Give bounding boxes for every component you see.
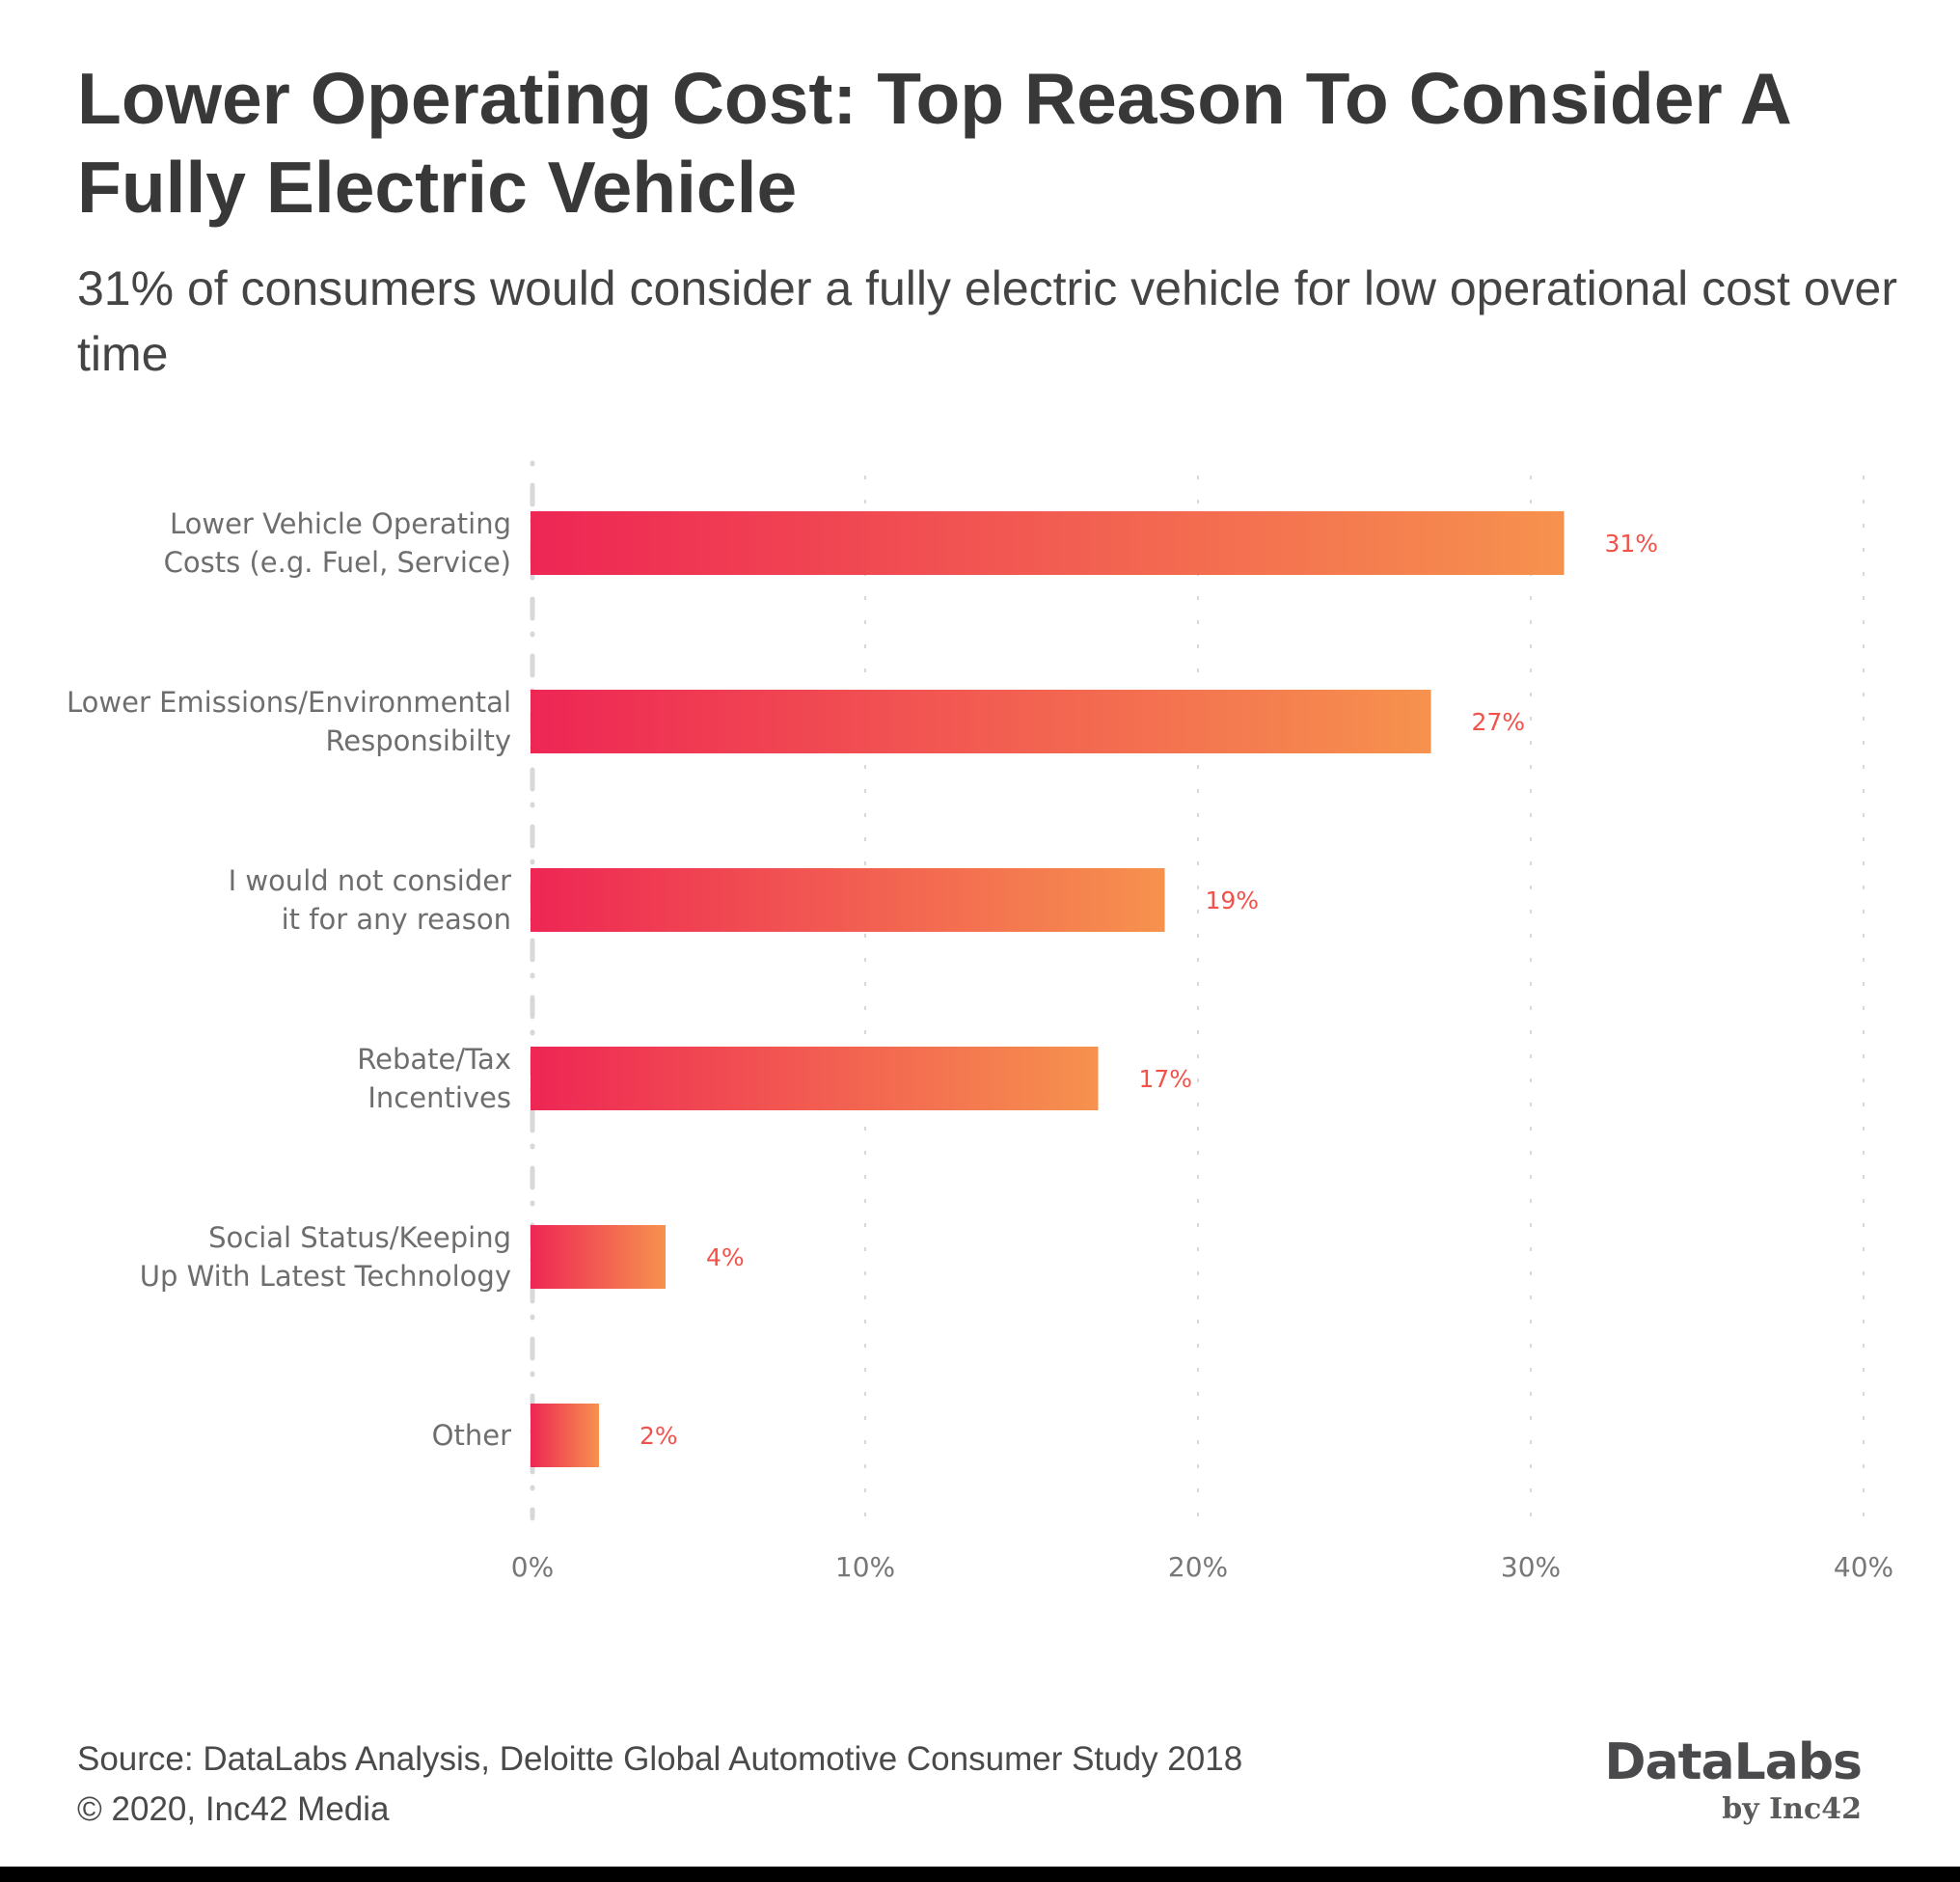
value-label: 2% [640,1422,678,1450]
bar [531,868,1165,932]
category-label: I would not consider [229,864,511,897]
x-tick-label: 20% [1168,1551,1228,1583]
source-text: Source: DataLabs Analysis, Deloitte Glob… [77,1740,1243,1778]
chart-subtitle: 31% of consumers would consider a fully … [77,261,1898,381]
x-axis-tick-labels: 0% 10% 20% 30% 40% [511,1551,1893,1583]
x-tick-label: 30% [1501,1551,1561,1583]
category-label: Rebate/Tax [357,1043,511,1076]
bar [531,1047,1099,1110]
x-tick-label: 0% [511,1551,554,1583]
bar [531,511,1565,575]
category-label: Responsibilty [325,724,511,757]
bar-chart: Lower Vehicle Operating Costs (e.g. Fuel,… [67,460,1893,1583]
bar [531,1404,599,1467]
footer: Source: DataLabs Analysis, Deloitte Glob… [77,1734,1242,1835]
category-label: Social Status/Keeping [208,1221,511,1254]
value-label: 19% [1206,886,1260,914]
category-label: Other [432,1419,511,1452]
bar [531,1225,666,1289]
datalabs-logo: DataLabs by Inc42 [1604,1732,1863,1827]
category-label: Lower Vehicle Operating [170,507,511,540]
category-label: Costs (e.g. Fuel, Service) [164,546,511,579]
bar [531,690,1431,753]
logo-name: DataLabs [1604,1733,1863,1791]
category-label: Up With Latest Technology [140,1260,511,1293]
logo-byline: by Inc42 [1722,1792,1862,1826]
x-tick-label: 40% [1834,1551,1893,1583]
x-tick-label: 10% [835,1551,895,1583]
category-label: Lower Emissions/Environmental [67,686,511,719]
category-label: Incentives [368,1081,511,1114]
bottom-border [0,1867,1960,1882]
bars [531,511,1565,1467]
value-label: 17% [1139,1065,1193,1093]
value-label: 4% [706,1243,745,1271]
category-label: it for any reason [282,903,511,936]
category-labels: Lower Vehicle Operating Costs (e.g. Fuel,… [67,507,511,1452]
chart-title: Lower Operating Cost: Top Reason To Cons… [77,58,1790,228]
copyright-text: © 2020, Inc42 Media [77,1790,390,1828]
gridlines [864,476,1865,1516]
value-labels: 31% 27% 19% 17% 4% 2% [640,530,1658,1450]
value-label: 27% [1472,708,1526,736]
value-label: 31% [1605,530,1659,558]
